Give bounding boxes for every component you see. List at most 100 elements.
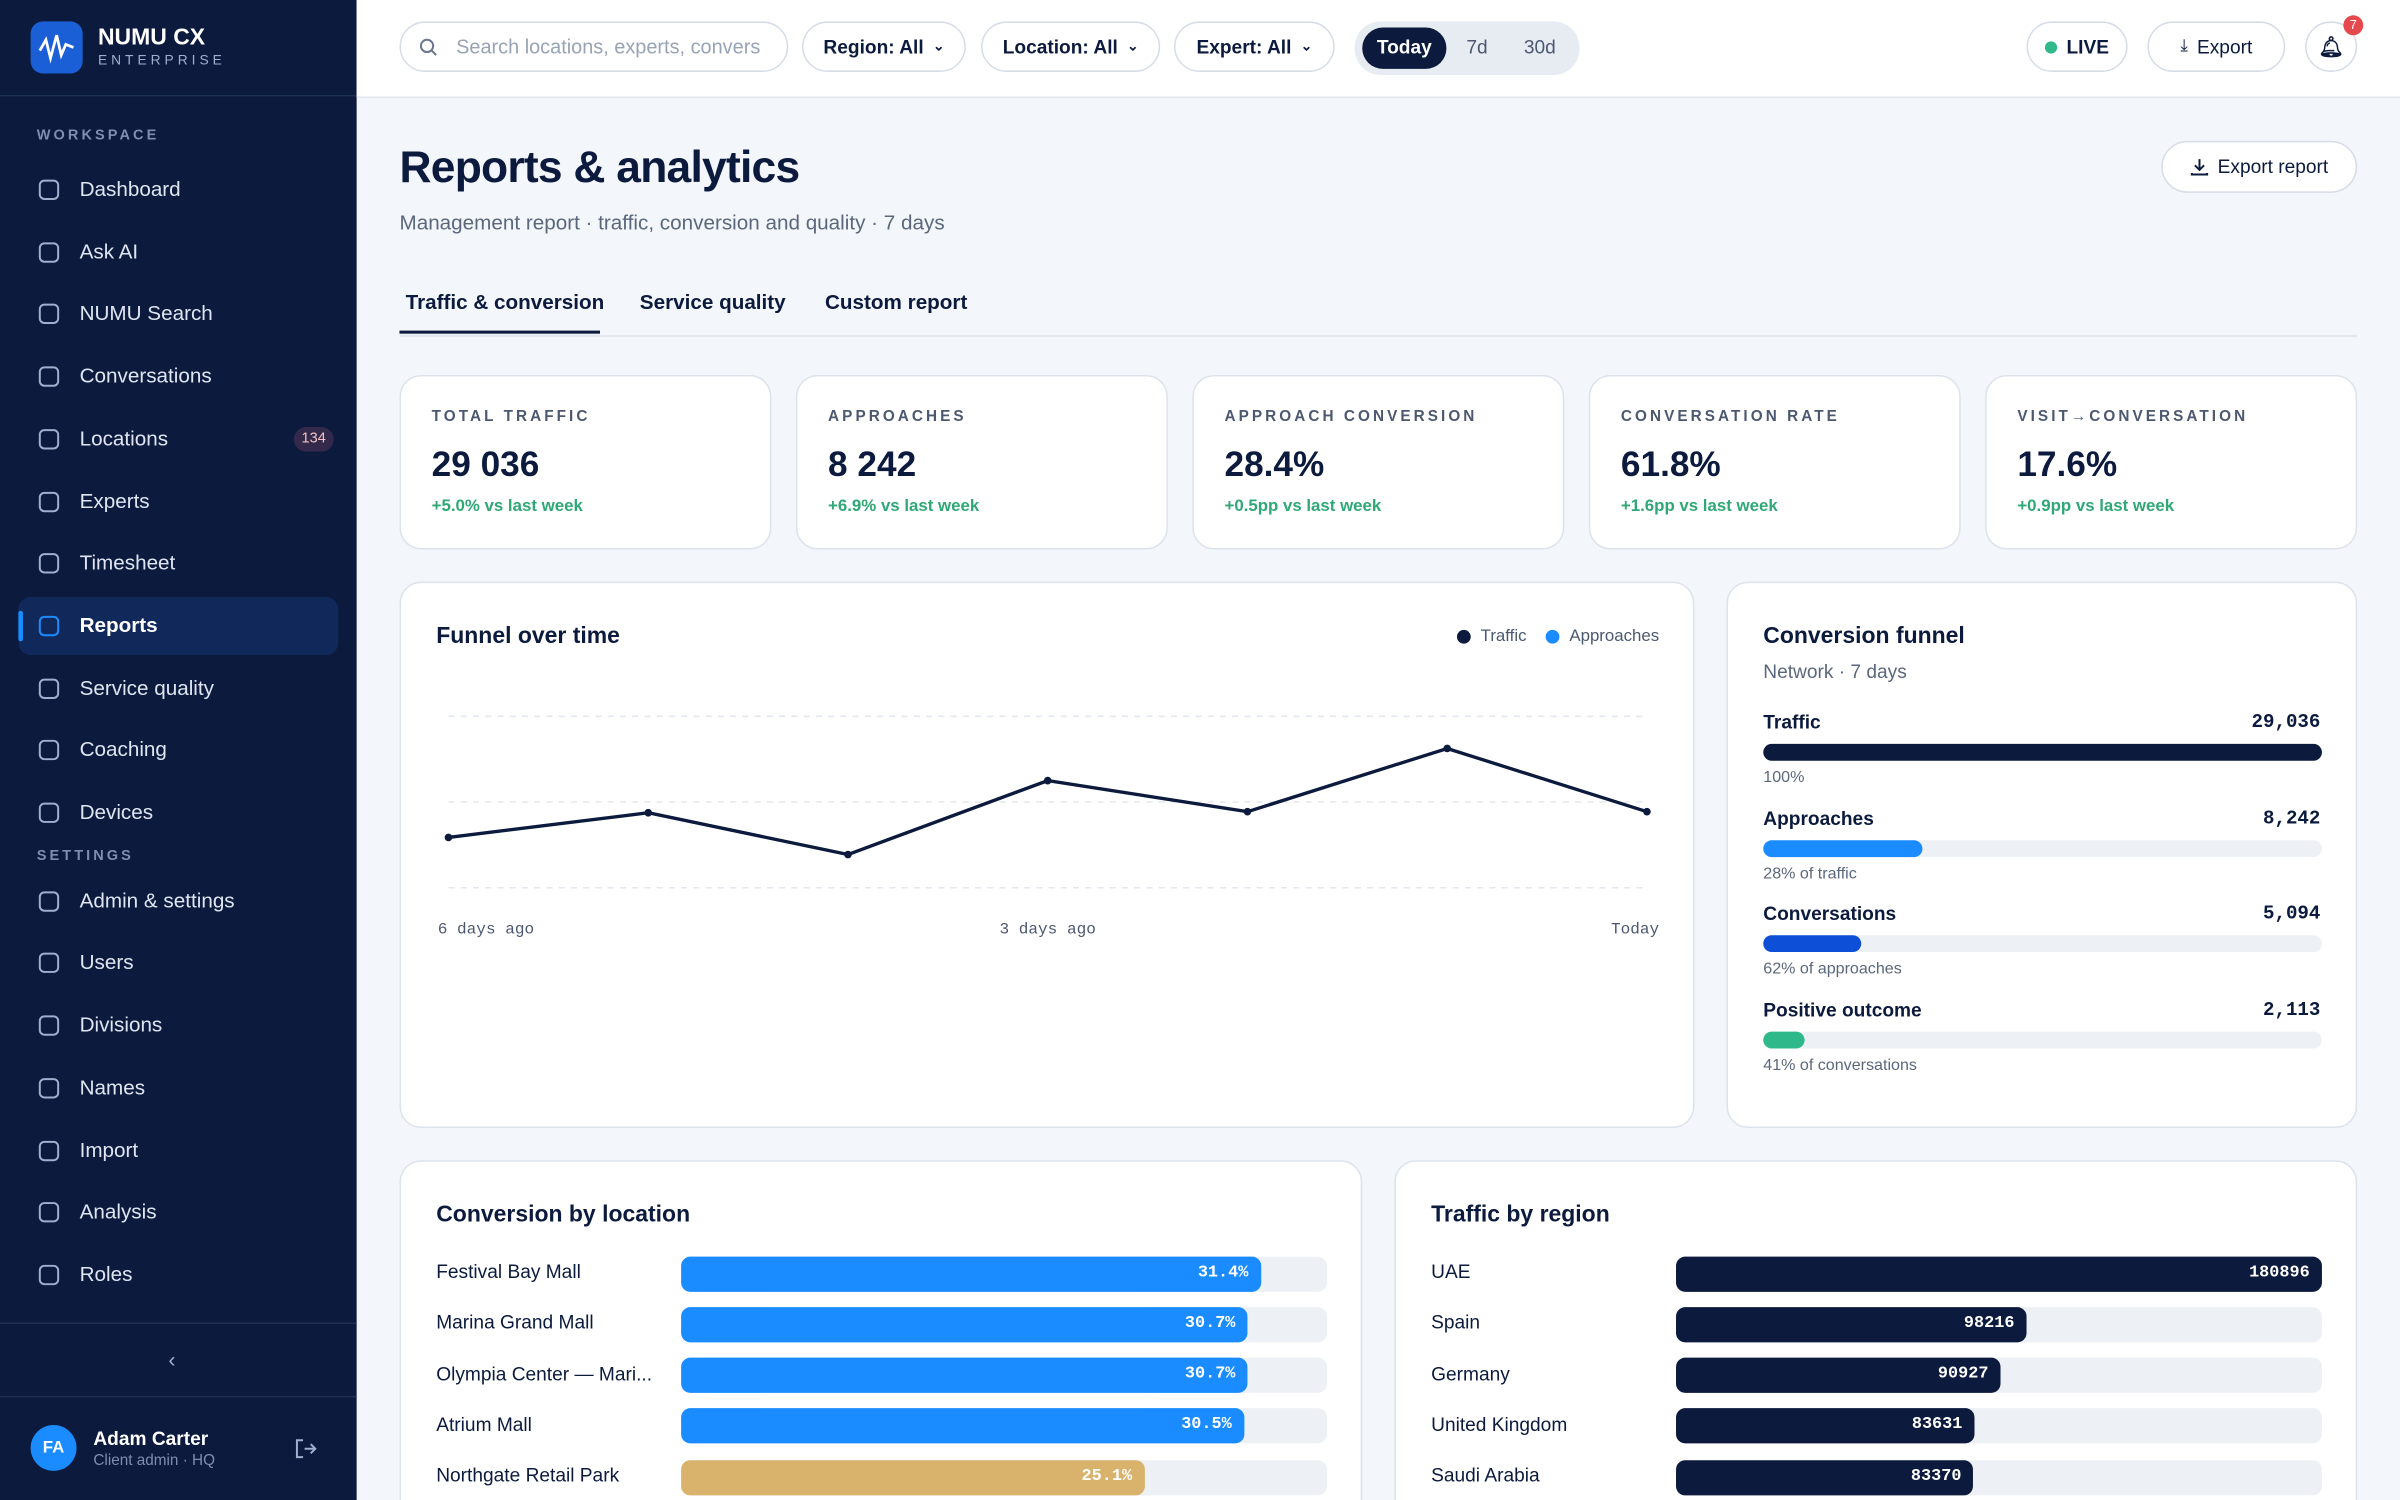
tabs-line [399, 335, 2358, 337]
funnel-track [1763, 743, 2322, 761]
kpi-value: 28.4% [1224, 443, 1325, 484]
bar: 90927 [1676, 1357, 2001, 1394]
bar: 30.5% [681, 1408, 1244, 1444]
nav-label: Conversations [79, 364, 212, 388]
nav-label: NUMU Search [79, 302, 213, 326]
kpi-card: APPROACH CONVERSION 28.4% +0.5pp vs last w… [1192, 374, 1565, 550]
tab[interactable]: Service quality [639, 290, 786, 314]
funnel-label: Traffic [1763, 711, 1821, 734]
bar: 25.1% [681, 1459, 1145, 1495]
nav-item[interactable]: Users [18, 934, 338, 992]
nav-item[interactable]: Reports [18, 596, 339, 655]
button-label: Export report [2217, 156, 2329, 178]
icon-shape [38, 802, 60, 823]
icon-shape [38, 1077, 60, 1099]
nav-item[interactable]: Ask AI [18, 223, 338, 281]
icon-shape [38, 241, 60, 263]
chart-title: Conversion by location [436, 1201, 691, 1228]
nav-item[interactable]: Timesheet [18, 534, 338, 592]
nav-icon [38, 953, 60, 974]
nav-icon [38, 1140, 60, 1161]
icon-shape [38, 677, 60, 699]
range-option[interactable]: 30d [1523, 36, 1556, 59]
logout-icon[interactable] [294, 1437, 317, 1460]
bar-value-label: 98216 [1963, 1314, 2015, 1333]
icon-shape [38, 304, 60, 325]
filter-dropdown[interactable]: Region: All ⌄ [802, 21, 966, 72]
bar-track: 180896 [1676, 1255, 2322, 1292]
kpi-delta: +1.6pp vs last week [1620, 497, 1778, 516]
filter-dropdown[interactable]: Expert: All ⌄ [1173, 21, 1335, 72]
funnel-track [1763, 935, 2322, 953]
nav-item[interactable]: Import [18, 1121, 338, 1179]
nav-icon [38, 615, 60, 637]
nav-item[interactable]: Divisions [18, 997, 338, 1055]
export-report-button[interactable]: Export report [2161, 140, 2358, 193]
nav-icon [38, 677, 60, 699]
nav-item[interactable]: Experts [18, 472, 338, 530]
nav-item[interactable]: Conversations [18, 348, 338, 406]
funnel-value: 5,094 [2262, 903, 2321, 925]
icon-shape [38, 491, 60, 512]
legend-swatch [1545, 629, 1560, 644]
chart-title: Conversion funnel [1763, 622, 1965, 649]
series-point [644, 808, 653, 817]
nav-item[interactable]: Admin & settings [18, 872, 338, 930]
kpi-delta: +0.5pp vs last week [1224, 497, 1382, 516]
nav-label: Experts [79, 489, 150, 512]
nav-item[interactable]: Locations 134 [18, 410, 338, 468]
collapse-button[interactable]: ‹ [168, 1346, 176, 1372]
legend-swatch [1456, 629, 1471, 644]
nav-item[interactable]: Roles [18, 1246, 338, 1304]
nav-label: Roles [79, 1262, 133, 1286]
filter-dropdown[interactable]: Location: All ⌄ [981, 21, 1161, 72]
tab[interactable]: Custom report [824, 290, 968, 314]
funnel-caption: 100% [1763, 768, 1805, 787]
nav-icon [38, 802, 60, 823]
bar-value-label: 90927 [1937, 1365, 1989, 1384]
user-role: Client admin · HQ [93, 1452, 216, 1470]
range-option[interactable]: Today [1362, 27, 1447, 69]
icon-shape [38, 366, 60, 387]
bar-value-label: 83370 [1910, 1467, 1962, 1486]
nav-label: Coaching [79, 738, 167, 762]
search-placeholder: Search locations, experts, convers [456, 35, 761, 59]
bell-icon: 🔔︎ [2318, 34, 2344, 58]
kpi-card: VISIT→CONVERSATION 17.6% +0.9pp vs last we… [1985, 374, 2358, 550]
legend-label: Approaches [1569, 626, 1659, 645]
kpi-value: 17.6% [2017, 443, 2118, 484]
icon-shape [38, 1202, 60, 1223]
bar-label: Saudi Arabia [1431, 1465, 1540, 1487]
tab-underline [399, 330, 600, 334]
nav-item[interactable]: Coaching [18, 721, 338, 779]
search-box[interactable]: Search locations, experts, convers [399, 21, 789, 72]
nav-item[interactable]: Names [18, 1059, 338, 1117]
kpi-card: CONVERSATION RATE 61.8% +1.6pp vs last wee… [1588, 374, 1961, 550]
nav-item[interactable]: Dashboard [18, 161, 338, 219]
nav-label: Locations [79, 426, 169, 450]
tab[interactable]: Traffic & conversion [405, 290, 605, 314]
nav-item[interactable]: Service quality [18, 659, 338, 717]
nav-item[interactable]: NUMU Search [18, 285, 338, 343]
section-title: SETTINGS [36, 847, 134, 865]
nav-label: Divisions [79, 1013, 163, 1037]
nav-label: Reports [79, 613, 158, 637]
nav-icon [38, 740, 60, 761]
nav-item[interactable]: Analysis [18, 1183, 338, 1241]
live-label: LIVE [2066, 35, 2110, 58]
kpi-label: CONVERSATION RATE [1620, 408, 1840, 426]
nav-icon [38, 1264, 60, 1286]
live-dot [2045, 40, 2058, 53]
nav-icon [38, 428, 60, 450]
bar-label: United Kingdom [1431, 1414, 1568, 1436]
nav-label: Service quality [79, 675, 214, 699]
export-button[interactable]: ⤓ Export [2147, 21, 2286, 72]
nav-item[interactable]: Devices [18, 784, 338, 842]
range-option[interactable]: 7d [1466, 36, 1488, 59]
kpi-delta: +6.9% vs last week [828, 497, 980, 516]
bar: 98216 [1676, 1306, 2027, 1343]
nav-icon [38, 241, 60, 263]
nav-icon [38, 304, 60, 325]
bar-track: 30.7% [681, 1357, 1328, 1394]
